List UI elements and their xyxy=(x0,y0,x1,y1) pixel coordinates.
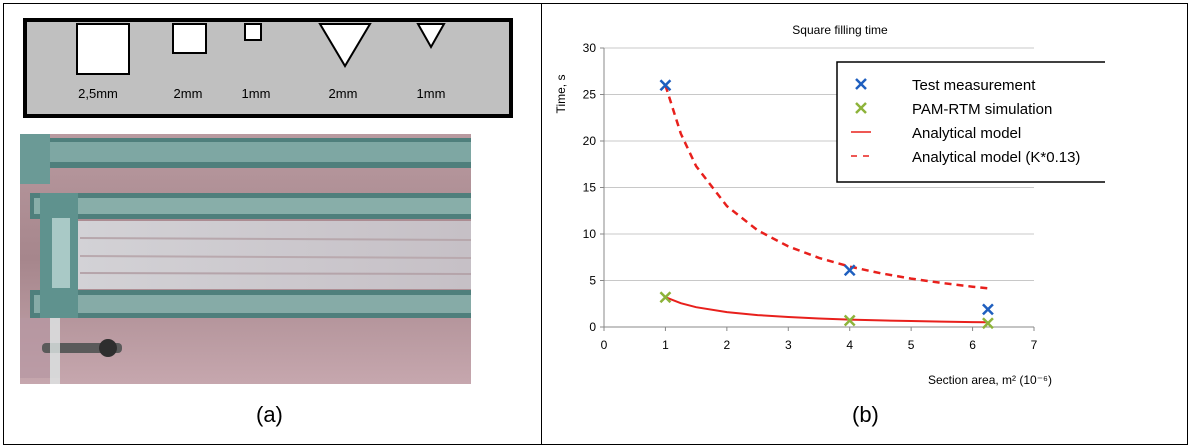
legend-label: Test measurement xyxy=(912,77,1036,94)
panel-b-caption: (b) xyxy=(852,402,879,427)
triangle-profile-1mm xyxy=(416,23,446,50)
y-tick-label: 30 xyxy=(583,41,597,55)
legend-label: Analytical model (K*0.13) xyxy=(912,149,1080,166)
profile-label: 1mm xyxy=(242,86,271,101)
legend: Test measurement PAM-RTM simulation Analyt… xyxy=(836,61,1105,183)
mould-photo xyxy=(20,134,472,384)
x-tick-label: 0 xyxy=(601,338,608,352)
series-line xyxy=(664,84,989,290)
data-point xyxy=(659,79,672,92)
y-tick-label: 15 xyxy=(583,181,597,195)
legend-box xyxy=(836,61,1105,183)
chart-title: Square filling time xyxy=(792,23,888,37)
panel-divider xyxy=(541,3,542,445)
x-axis-label: Section area, m² (10⁻⁶) xyxy=(928,373,1052,387)
marker-stroke xyxy=(982,317,994,330)
square-profile-2mm xyxy=(172,23,207,54)
x-tick-label: 5 xyxy=(908,338,915,352)
profile-label: 2mm xyxy=(174,86,203,101)
y-tick-label: 5 xyxy=(589,274,596,288)
profile-label: 2,5mm xyxy=(78,86,118,101)
data-point xyxy=(843,264,856,277)
y-tick-label: 25 xyxy=(583,88,597,102)
legend-label: PAM-RTM simulation xyxy=(912,101,1052,118)
square-profile-1mm xyxy=(244,23,262,41)
x-tick-label: 6 xyxy=(969,338,976,352)
square-profile-2-5mm xyxy=(76,23,130,75)
data-point xyxy=(659,291,672,304)
data-point xyxy=(982,317,994,330)
x-tick-label: 1 xyxy=(662,338,669,352)
series-layer xyxy=(659,79,994,330)
x-tick-label: 2 xyxy=(724,338,731,352)
data-point xyxy=(982,303,994,316)
legend-swatch xyxy=(855,78,867,90)
panel-a: 2,5mm 2mm 1mm 2mm 1mm xyxy=(20,18,513,384)
legend-swatch xyxy=(855,102,867,114)
figure-frame xyxy=(3,3,1188,445)
panel-a-caption: (a) xyxy=(256,402,283,427)
legend-label: Analytical model xyxy=(912,125,1021,142)
marker-stroke xyxy=(843,264,856,277)
marker-stroke xyxy=(843,314,856,327)
series-line xyxy=(665,296,988,324)
triangle-profile-2mm xyxy=(318,23,372,68)
y-axis-label: Time, s xyxy=(554,75,568,114)
profile-label: 1mm xyxy=(417,86,446,101)
data-point xyxy=(843,314,856,327)
axis-layer: 0 5 10 15 20 25 30 0 1 2 3 4 5 6 7 xyxy=(583,41,1038,352)
x-tick-label: 7 xyxy=(1031,338,1038,352)
chart: Square filling time Time, s Section area… xyxy=(554,23,1105,387)
marker-stroke xyxy=(982,303,994,316)
y-tick-label: 0 xyxy=(589,320,596,334)
profile-label: 2mm xyxy=(329,86,358,101)
marker-stroke xyxy=(659,291,672,304)
marker-stroke xyxy=(659,79,672,92)
x-tick-label: 4 xyxy=(846,338,853,352)
y-tick-label: 20 xyxy=(583,134,597,148)
y-tick-label: 10 xyxy=(583,227,597,241)
x-tick-label: 3 xyxy=(785,338,792,352)
